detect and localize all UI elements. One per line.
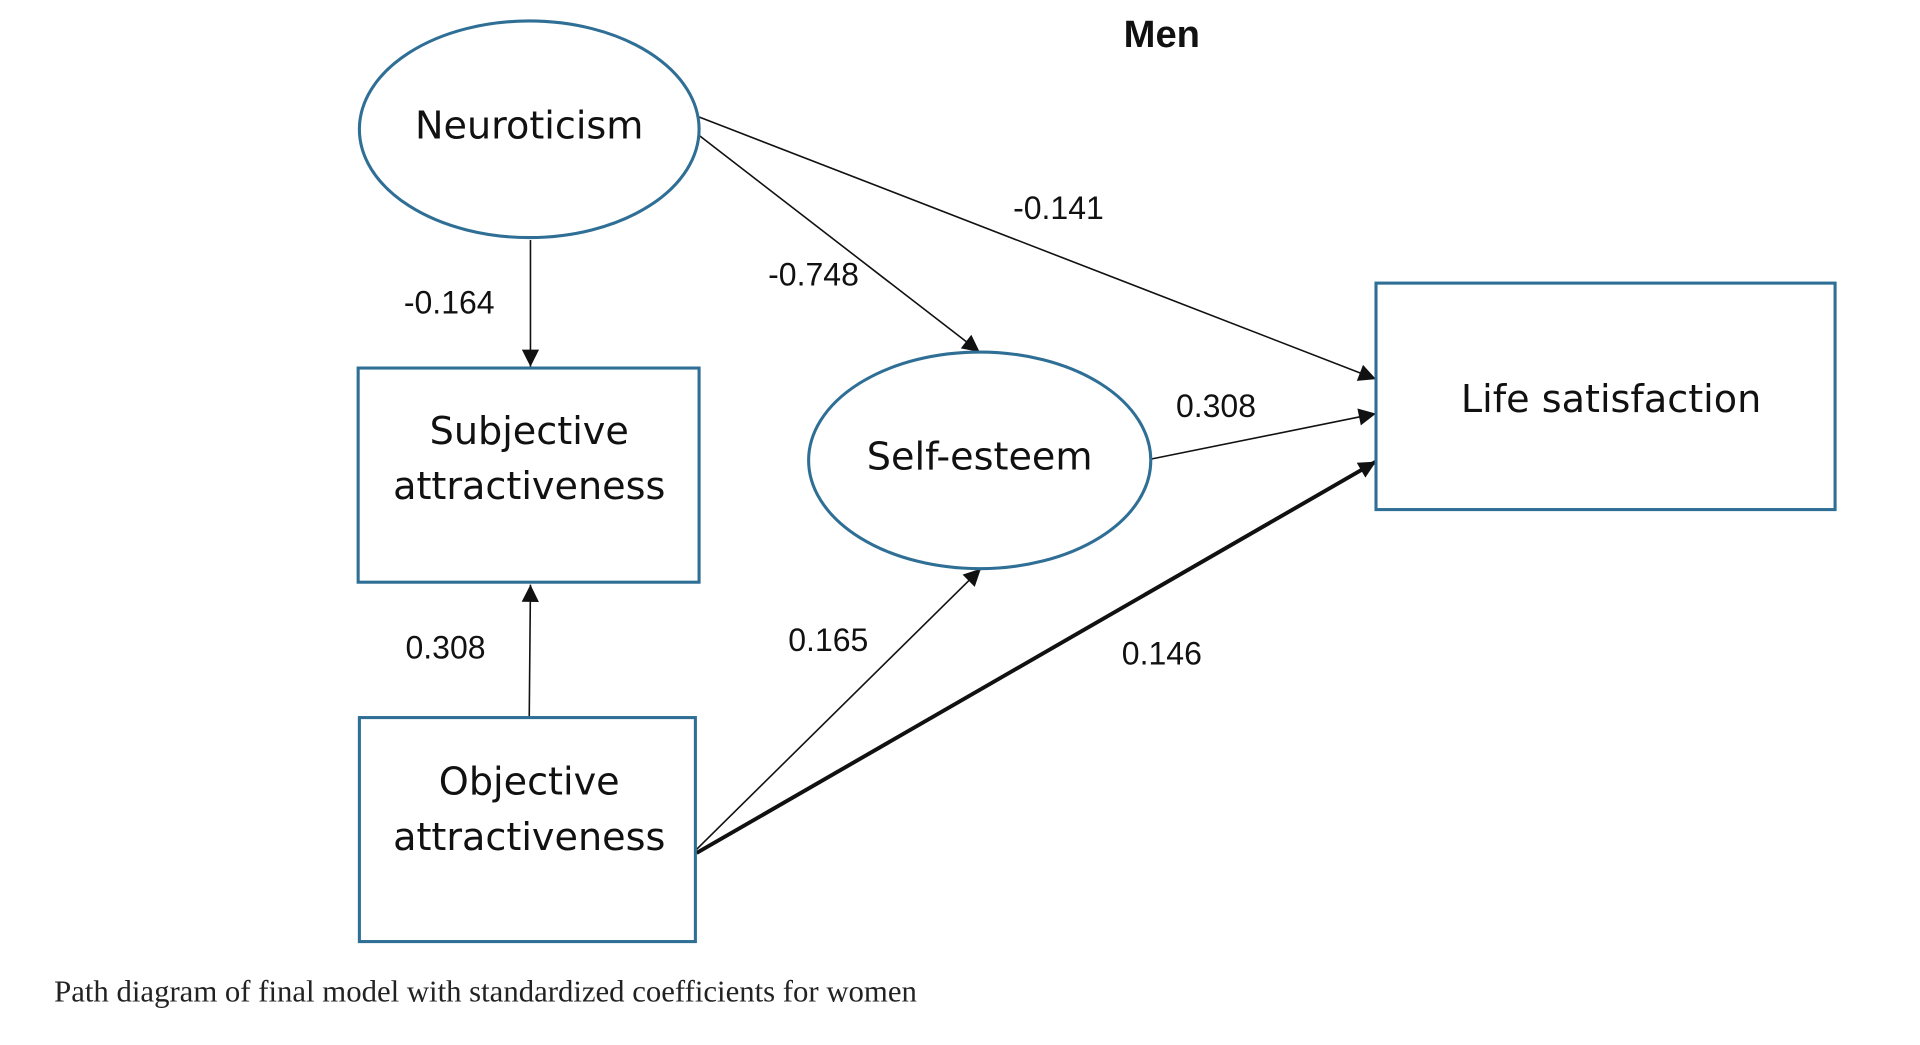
- coefficient: -0.141: [1013, 190, 1104, 226]
- edge-bold: [695, 459, 1377, 855]
- diagram-title: Men: [1124, 13, 1200, 56]
- node-ellipse: [807, 350, 1153, 571]
- node-label: attractiveness: [393, 815, 665, 859]
- edge: [1150, 408, 1377, 460]
- coefficient: 0.165: [788, 622, 868, 658]
- caption: Path diagram of final model with standar…: [54, 975, 917, 1009]
- node-label: Life satisfaction: [1461, 377, 1761, 421]
- node-box: [356, 366, 701, 584]
- coefficient: 0.308: [1176, 388, 1256, 424]
- edge: [696, 568, 982, 850]
- node-label: Neuroticism: [415, 104, 643, 148]
- edge: [698, 116, 1377, 381]
- node-box: [1374, 281, 1837, 512]
- node-label: attractiveness: [393, 464, 665, 508]
- node-label: Self-esteem: [867, 435, 1093, 479]
- coefficient: -0.748: [768, 256, 859, 292]
- node-box: [357, 716, 697, 944]
- coefficient: 0.308: [405, 629, 485, 665]
- node-label: Objective: [439, 760, 620, 804]
- edge: [521, 584, 539, 718]
- coefficient: -0.164: [404, 285, 495, 321]
- node-ellipse: [357, 19, 701, 240]
- edge: [698, 134, 981, 353]
- node-label: Subjective: [430, 409, 629, 453]
- coefficient: 0.146: [1122, 635, 1202, 671]
